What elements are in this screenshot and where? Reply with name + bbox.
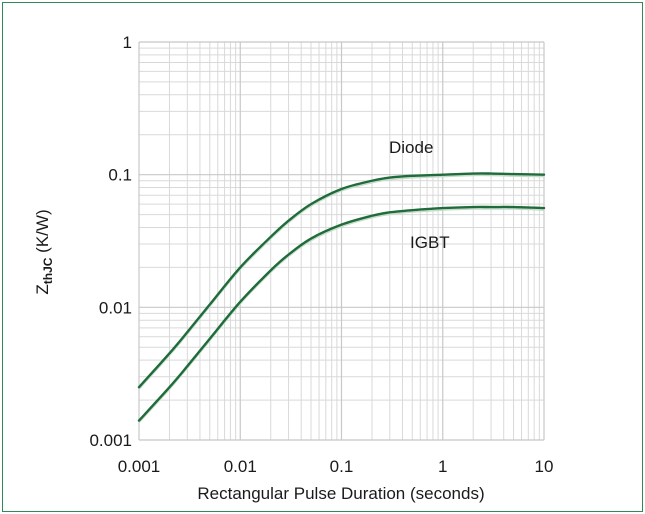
series-diode-shadow (138, 174, 545, 390)
series-igbt-shadow (138, 208, 545, 424)
x-tick-labels: 0.001 0.01 0.1 1 10 (118, 457, 554, 476)
x-tick-label: 0.001 (118, 457, 161, 476)
x-tick-label: 1 (438, 457, 447, 476)
x-tick-label: 0.1 (330, 457, 354, 476)
x-axis-title: Rectangular Pulse Duration (seconds) (197, 484, 484, 503)
series-labels: Diode IGBT (389, 138, 450, 252)
y-tick-label: 0.01 (99, 298, 132, 317)
y-tick-label: 1 (123, 33, 132, 52)
y-tick-label: 0.001 (89, 431, 132, 450)
series-label-diode: Diode (389, 138, 433, 157)
series-group (137, 172, 546, 424)
series-label-igbt: IGBT (410, 233, 450, 252)
series-diode-line (137, 172, 546, 389)
y-axis-title-main: Z (33, 284, 52, 294)
x-tick-label: 0.01 (224, 457, 257, 476)
y-tick-label: 0.1 (108, 166, 132, 185)
y-axis-title: ZthJC (K/W) (33, 209, 55, 294)
x-tick-label: 10 (535, 457, 554, 476)
series-igbt-line (137, 205, 546, 422)
y-tick-labels: 0.001 0.01 0.1 1 (89, 33, 132, 450)
y-axis-title-unit: (K/W) (33, 209, 52, 257)
y-axis-title-subscript: thJC (41, 257, 55, 284)
